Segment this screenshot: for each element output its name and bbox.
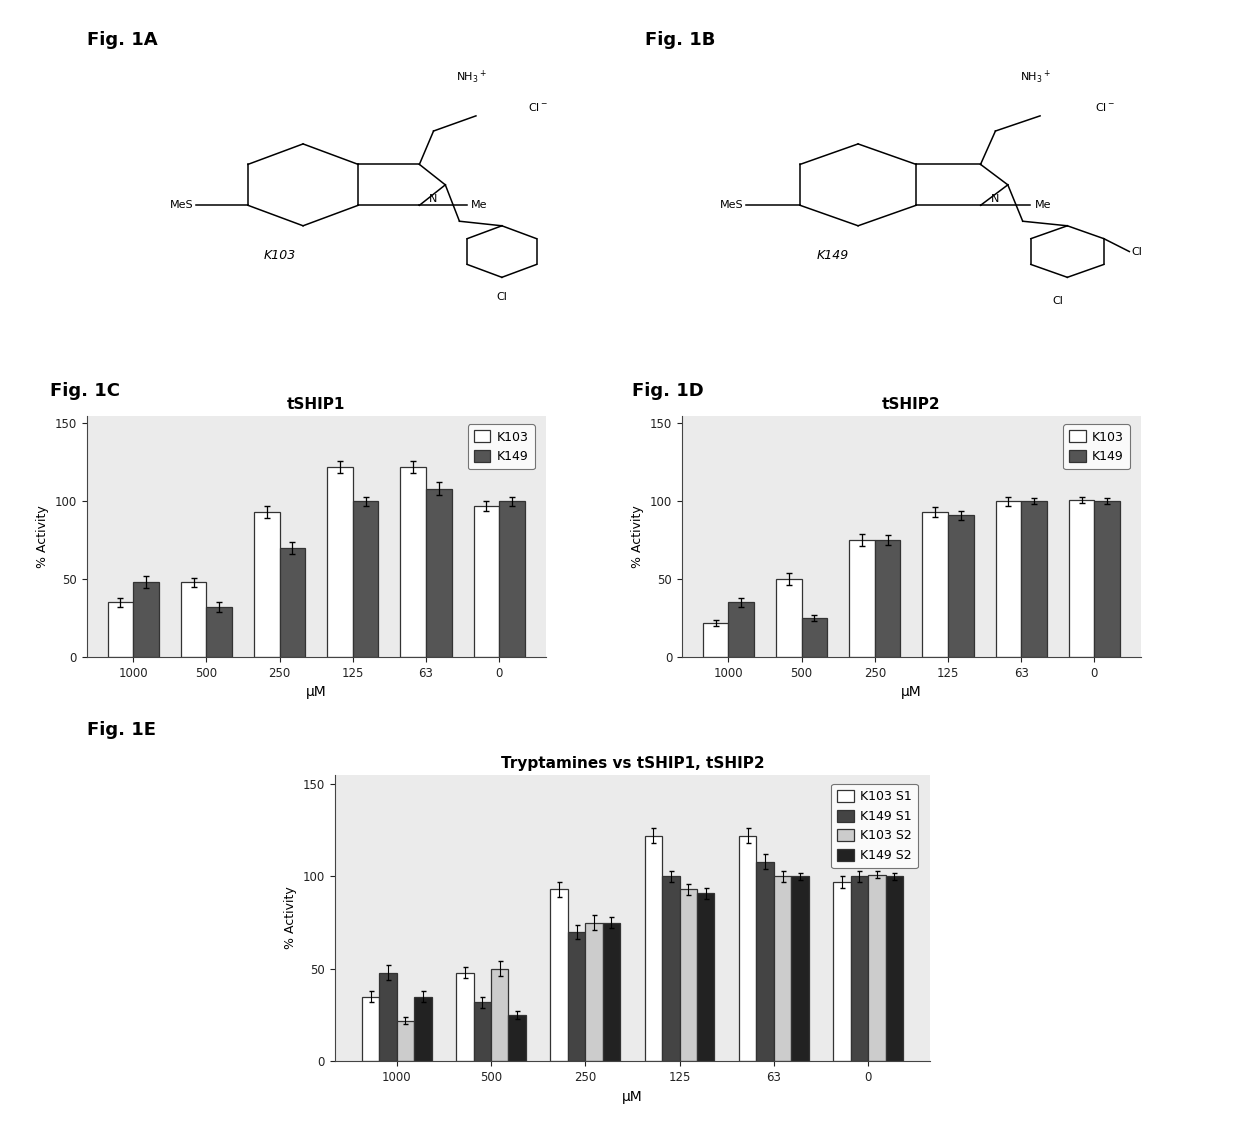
Text: MeS: MeS [170, 200, 193, 210]
Bar [254, 512, 279, 657]
Bar [774, 876, 791, 1061]
Y-axis label: % Activity: % Activity [36, 505, 50, 567]
Bar [508, 1015, 526, 1061]
Bar [791, 876, 808, 1061]
Bar [362, 996, 379, 1061]
Bar [703, 622, 728, 657]
Bar [427, 489, 451, 657]
Bar [456, 973, 474, 1061]
Bar [833, 882, 851, 1061]
Title: Tryptamines vs tSHIP1, tSHIP2: Tryptamines vs tSHIP1, tSHIP2 [501, 756, 764, 770]
Title: tSHIP1: tSHIP1 [286, 396, 346, 411]
Bar [728, 602, 754, 657]
Bar [697, 893, 714, 1061]
Bar [181, 582, 206, 657]
Bar [397, 1021, 414, 1061]
Bar [923, 512, 949, 657]
Text: Fig. 1C: Fig. 1C [50, 382, 119, 400]
Bar [474, 505, 500, 657]
Bar [949, 515, 973, 657]
Bar [491, 969, 508, 1061]
Text: Me: Me [1035, 200, 1052, 210]
Bar [585, 923, 603, 1061]
Bar [414, 996, 432, 1061]
Bar [801, 618, 827, 657]
Text: Cl: Cl [496, 292, 507, 302]
Bar [996, 501, 1022, 657]
Bar [849, 540, 874, 657]
Bar [603, 923, 620, 1061]
Bar [874, 540, 900, 657]
Bar [133, 582, 159, 657]
X-axis label: μM: μM [306, 685, 326, 700]
Bar [500, 501, 525, 657]
Text: K149: K149 [817, 248, 849, 262]
Text: NH$_3$$^+$: NH$_3$$^+$ [456, 69, 486, 85]
Bar [885, 876, 903, 1061]
Bar [756, 861, 774, 1061]
Bar [868, 875, 885, 1061]
Bar [739, 836, 756, 1061]
Text: Fig. 1D: Fig. 1D [632, 382, 704, 400]
Bar [551, 889, 568, 1061]
Bar [1022, 501, 1047, 657]
Title: tSHIP2: tSHIP2 [882, 396, 941, 411]
Text: Cl: Cl [1132, 247, 1143, 256]
Bar [353, 501, 378, 657]
Bar [1095, 501, 1120, 657]
Text: MeS: MeS [719, 200, 743, 210]
Text: N: N [429, 194, 438, 204]
Text: NH$_3$$^+$: NH$_3$$^+$ [1019, 69, 1050, 85]
Bar [379, 973, 397, 1061]
Text: N: N [991, 194, 999, 204]
Legend: K103 S1, K149 S1, K103 S2, K149 S2: K103 S1, K149 S1, K103 S2, K149 S2 [831, 784, 918, 868]
Bar [474, 1002, 491, 1061]
Text: Cl: Cl [1052, 295, 1063, 305]
Legend: K103, K149: K103, K149 [1063, 424, 1130, 469]
X-axis label: μM: μM [622, 1089, 642, 1104]
Text: Fig. 1A: Fig. 1A [87, 31, 157, 49]
Text: Cl$^-$: Cl$^-$ [1095, 101, 1115, 112]
Bar [851, 876, 868, 1061]
Text: Me: Me [471, 200, 487, 210]
X-axis label: μM: μM [901, 685, 921, 700]
Legend: K103, K149: K103, K149 [467, 424, 534, 469]
Bar [680, 889, 697, 1061]
Bar [662, 876, 680, 1061]
Bar [1069, 500, 1095, 657]
Bar [279, 548, 305, 657]
Bar [108, 602, 133, 657]
Text: Fig. 1E: Fig. 1E [87, 721, 156, 739]
Text: Cl$^-$: Cl$^-$ [528, 101, 548, 112]
Bar [327, 467, 353, 657]
Y-axis label: % Activity: % Activity [631, 505, 645, 567]
Bar [206, 608, 232, 657]
Text: Fig. 1B: Fig. 1B [645, 31, 715, 49]
Text: K103: K103 [263, 248, 295, 262]
Bar [568, 932, 585, 1061]
Y-axis label: % Activity: % Activity [284, 887, 298, 949]
Bar [645, 836, 662, 1061]
Bar [776, 579, 801, 657]
Bar [401, 467, 427, 657]
